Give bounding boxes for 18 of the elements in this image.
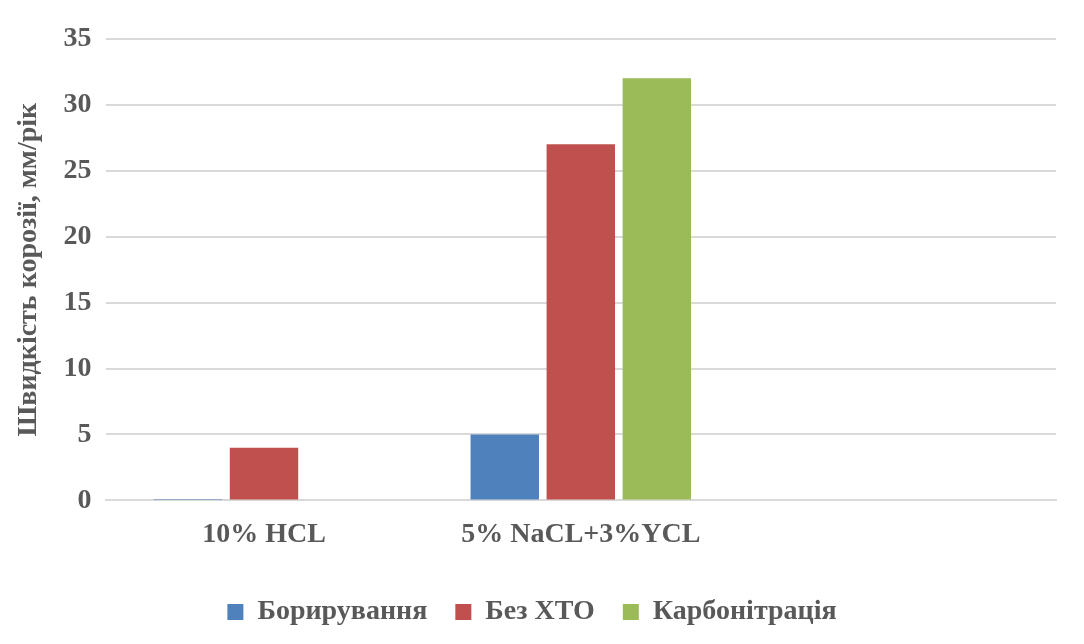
y-tick-label: 35 [63, 21, 92, 53]
bar [546, 144, 616, 500]
legend-label: Борирування [257, 594, 428, 626]
y-tick-label: 5 [77, 416, 92, 448]
x-tick-label: 5% NaCL+3%YCL [461, 517, 701, 549]
y-tick-label: 0 [77, 482, 92, 514]
y-tick-label: 15 [63, 284, 92, 316]
y-tick-label: 25 [63, 152, 92, 184]
legend-label: Без ХТО [485, 594, 595, 626]
x-tick-label: 10% HCL [202, 517, 326, 549]
legend-label: Карбонітрація [652, 594, 837, 626]
y-axis-title: Швидкість корозії, мм/рік [11, 101, 43, 437]
bar [470, 434, 539, 500]
y-tick-label: 10 [63, 350, 92, 382]
bar [229, 447, 299, 500]
bar [622, 78, 692, 500]
y-tick-label: 20 [63, 218, 92, 250]
y-tick-label: 30 [63, 86, 92, 118]
